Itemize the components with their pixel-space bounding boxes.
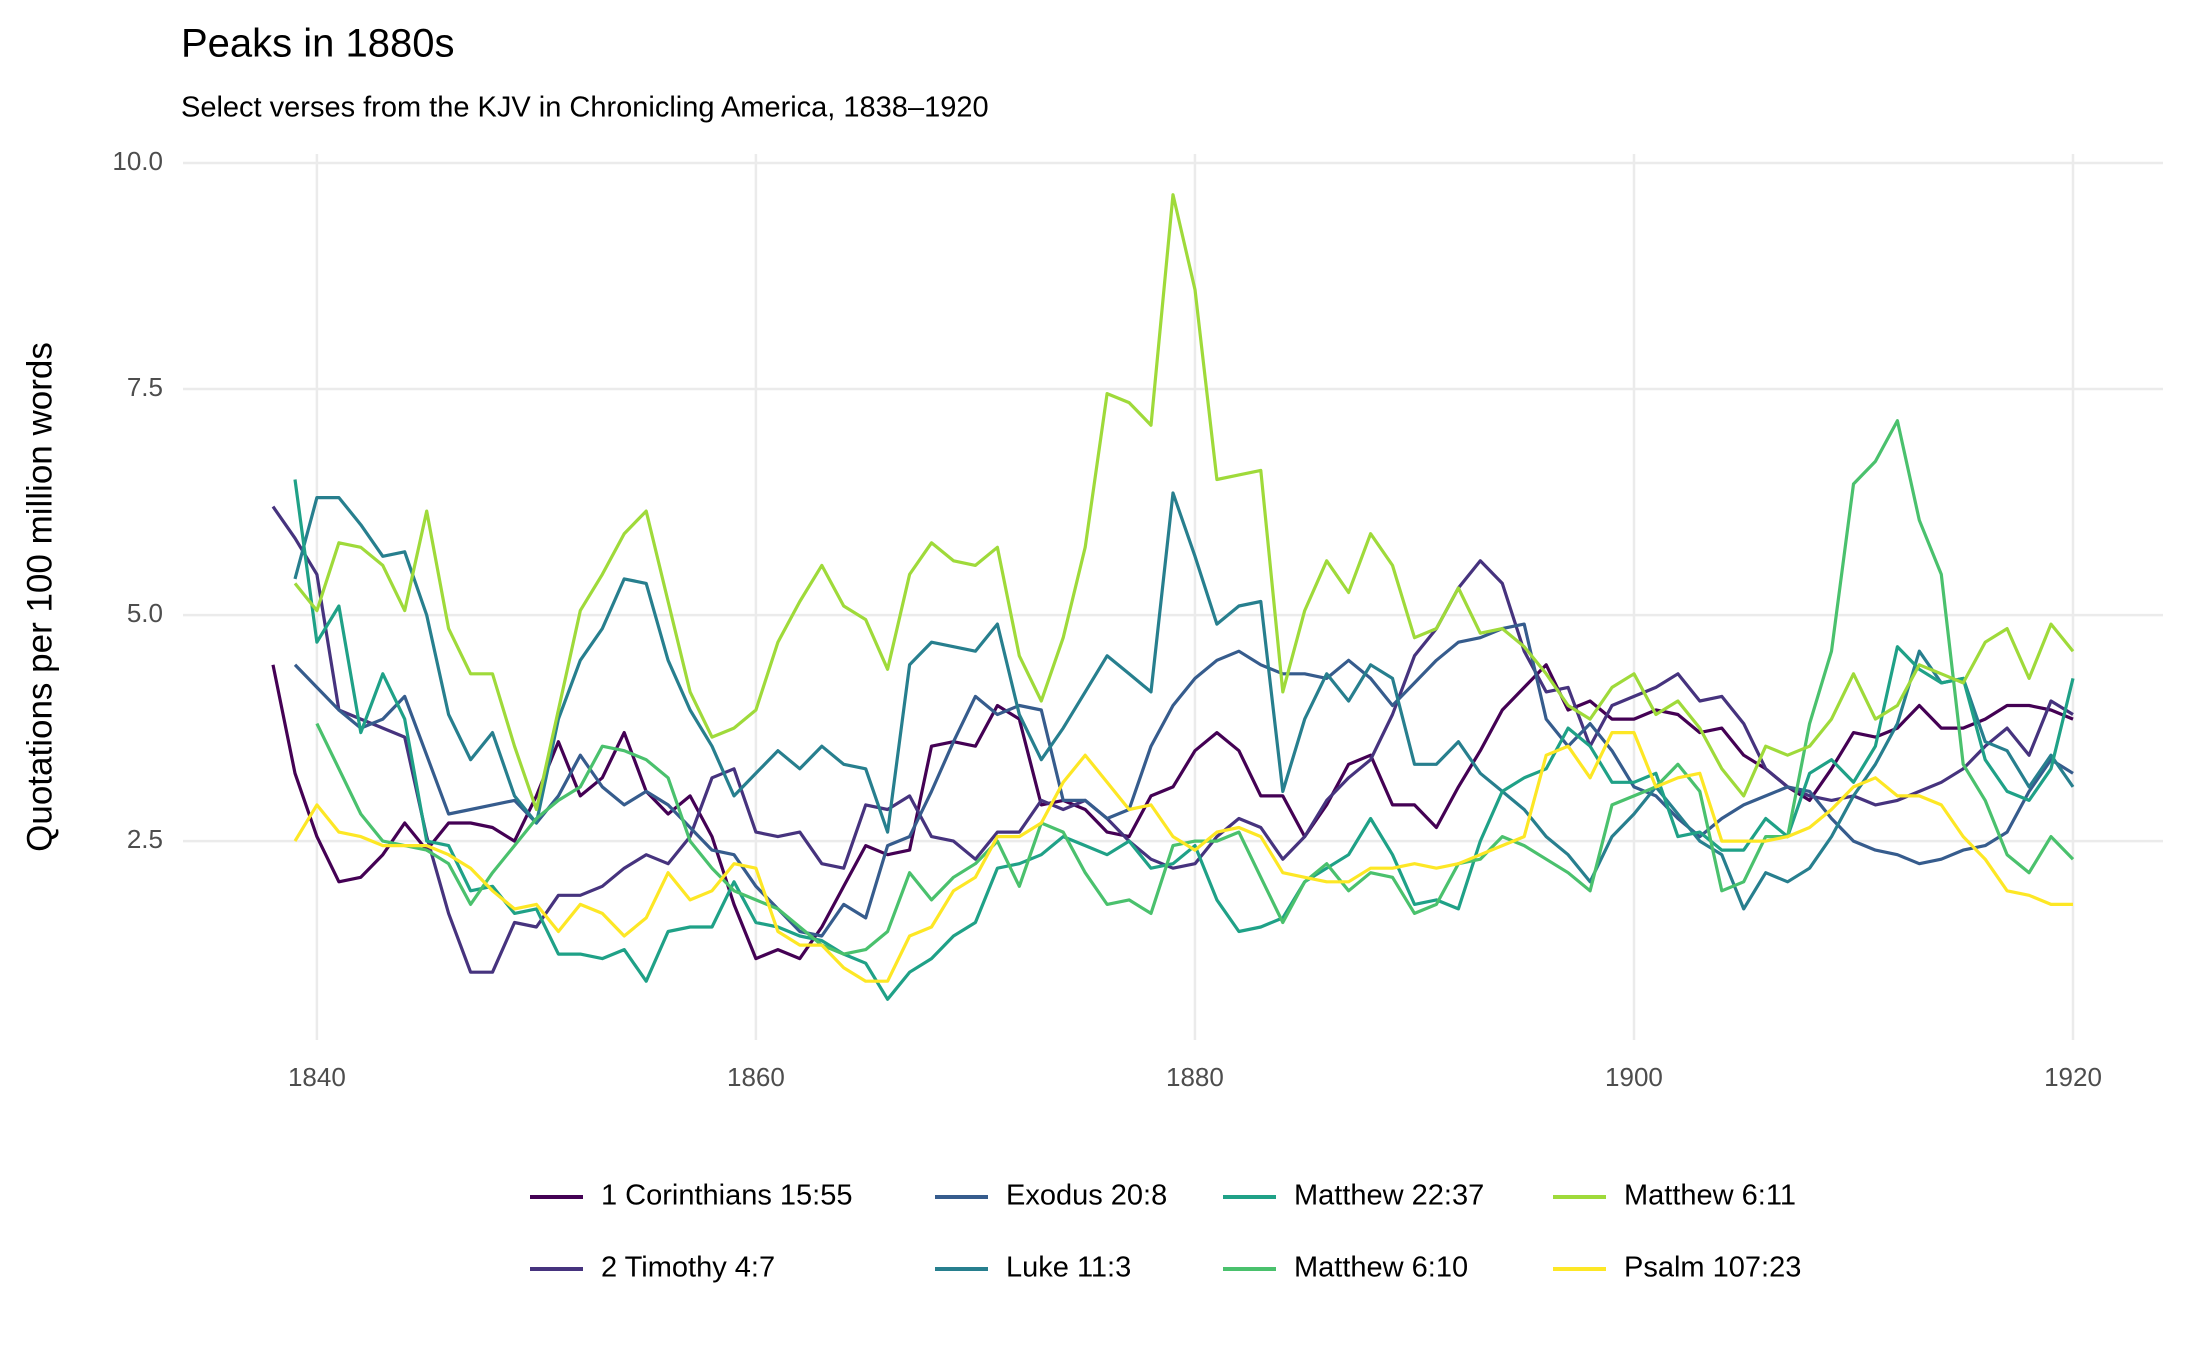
series-line <box>271 505 2074 974</box>
chart-subtitle: Select verses from the KJV in Chroniclin… <box>181 92 989 124</box>
legend-label: Psalm 107:23 <box>1624 1252 1801 1284</box>
x-tick-label: 1880 <box>1166 1062 1224 1092</box>
legend-label: Matthew 22:37 <box>1294 1180 1484 1212</box>
series-line <box>293 479 2075 1001</box>
y-tick-label: 7.5 <box>127 372 163 402</box>
series-line <box>293 193 2075 812</box>
legend-label: 1 Corinthians 15:55 <box>601 1180 853 1212</box>
y-tick-label: 2.5 <box>127 824 163 854</box>
y-tick-label: 10.0 <box>112 146 163 176</box>
series-line <box>293 731 2073 983</box>
series-line <box>293 491 2075 911</box>
x-tick-label: 1900 <box>1605 1062 1663 1092</box>
legend-label: Exodus 20:8 <box>1006 1180 1167 1212</box>
x-tick-label: 1860 <box>727 1062 785 1092</box>
legend-label: Matthew 6:10 <box>1294 1252 1468 1284</box>
y-axis-label: Quotations per 100 million words <box>20 342 59 852</box>
series-line <box>293 622 2074 938</box>
legend-label: 2 Timothy 4:7 <box>601 1252 775 1284</box>
legend-label: Matthew 6:11 <box>1624 1180 1796 1212</box>
legend-label: Luke 11:3 <box>1006 1252 1131 1284</box>
y-tick-label: 5.0 <box>127 598 163 628</box>
chart-title: Peaks in 1880s <box>181 22 455 66</box>
x-tick-label: 1920 <box>2044 1062 2102 1092</box>
x-tick-label: 1840 <box>288 1062 346 1092</box>
